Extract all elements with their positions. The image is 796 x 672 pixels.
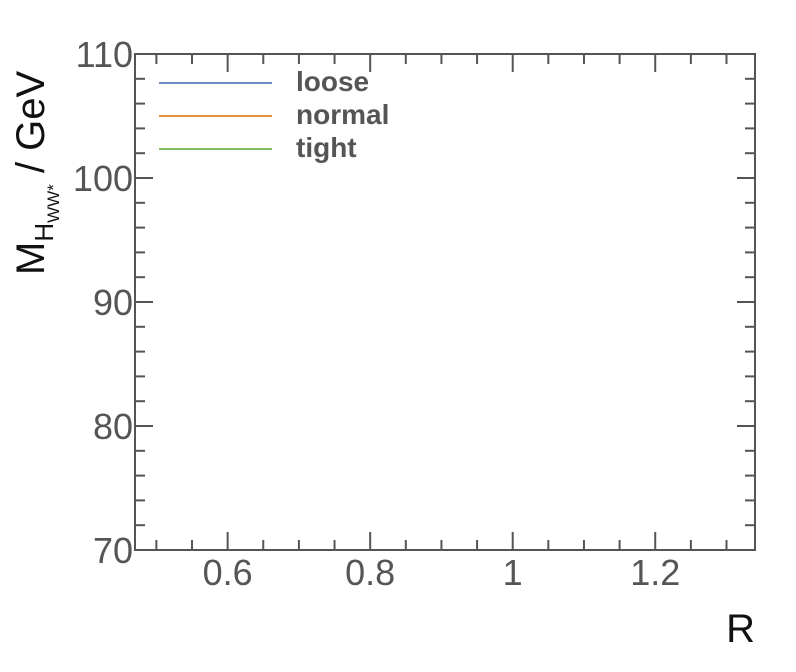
x-tick-label: 1 bbox=[503, 552, 523, 593]
x-axis-tick-labels: 0.6 0.8 1 1.2 bbox=[203, 552, 681, 593]
x-axis-ticks bbox=[155, 54, 728, 550]
y-axis-title: MHWW* / GeV bbox=[9, 70, 63, 275]
y-axis-title-unit: / GeV bbox=[9, 70, 53, 184]
y-tick-label: 70 bbox=[93, 530, 133, 571]
legend-label-normal: normal bbox=[296, 99, 389, 130]
y-axis-ticks bbox=[135, 53, 755, 551]
y-tick-label: 110 bbox=[76, 34, 133, 75]
legend-label-loose: loose bbox=[296, 66, 369, 97]
y-axis-title-subsub: WW* bbox=[44, 184, 63, 223]
x-tick-label: 0.6 bbox=[203, 552, 253, 593]
x-tick-label: 0.8 bbox=[345, 552, 395, 593]
x-tick-label: 1.2 bbox=[630, 552, 680, 593]
y-tick-label: 100 bbox=[73, 158, 133, 199]
y-axis-title-sub: H bbox=[29, 223, 59, 242]
y-tick-label: 80 bbox=[93, 406, 133, 447]
plot-frame bbox=[134, 53, 756, 551]
x-axis-title: R bbox=[726, 607, 755, 651]
y-axis-title-main: M bbox=[9, 242, 53, 275]
legend-label-tight: tight bbox=[296, 132, 357, 163]
y-axis-tick-labels: 70 80 90 100 110 bbox=[73, 34, 133, 571]
y-tick-label: 90 bbox=[93, 282, 133, 323]
